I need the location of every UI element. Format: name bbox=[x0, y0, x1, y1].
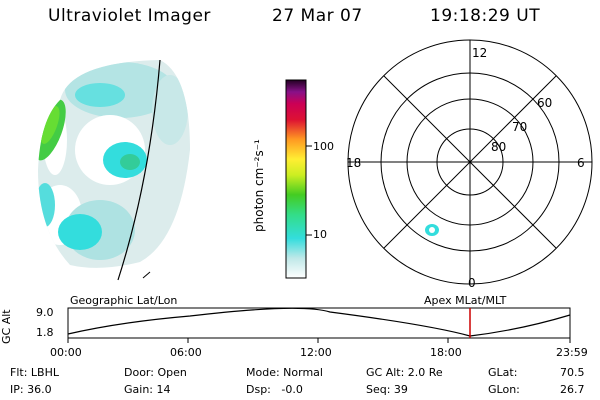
status-mode: Mode: Normal bbox=[246, 366, 323, 379]
mlt-label-0: 0 bbox=[468, 276, 476, 290]
header-date: 27 Mar 07 bbox=[272, 6, 363, 26]
status-gc-alt: GC Alt: 2.0 Re bbox=[366, 366, 443, 379]
orbit-x-ticks bbox=[67, 338, 571, 343]
status-glat-value: 70.5 bbox=[560, 366, 585, 379]
orbit-ylabel: GC Alt bbox=[0, 309, 13, 344]
colorbar-label: photon cm⁻²s⁻¹ bbox=[252, 139, 266, 232]
status-ip: IP: 36.0 bbox=[10, 383, 52, 396]
edge-tick bbox=[142, 271, 151, 279]
lat-label-80: 80 bbox=[491, 140, 507, 154]
status-glon-value: 26.7 bbox=[560, 383, 585, 396]
status-filter: Flt: LBHL bbox=[10, 366, 59, 379]
orbit-y-tick-1.8: 1.8 bbox=[36, 326, 54, 339]
status-gain: Gain: 14 bbox=[124, 383, 171, 396]
aurora-image bbox=[38, 60, 190, 268]
orbit-altitude-line bbox=[67, 307, 571, 337]
status-door: Door: Open bbox=[124, 366, 187, 379]
orbit-x-tick-0000: 00:00 bbox=[50, 346, 82, 359]
lat-label-60: 60 bbox=[537, 96, 553, 110]
lat-label-70: 70 bbox=[512, 120, 528, 134]
orbit-y-tick-9: 9.0 bbox=[36, 306, 54, 319]
mlt-label-18: 18 bbox=[346, 156, 362, 170]
polar-aurora-blob bbox=[425, 224, 439, 236]
status-dsp: Dsp: -0.0 bbox=[246, 383, 303, 396]
terminator-line bbox=[117, 59, 161, 281]
orbit-x-tick-1800: 18:00 bbox=[430, 346, 462, 359]
mlt-label-6: 6 bbox=[577, 156, 585, 170]
orbit-x-tick-0600: 06:00 bbox=[170, 346, 202, 359]
header-time: 19:18:29 UT bbox=[430, 6, 541, 26]
colorbar-tick-label-10: 10 bbox=[313, 228, 327, 241]
mlt-label-12: 12 bbox=[472, 46, 488, 60]
orbit-x-tick-2359: 23:59 bbox=[556, 346, 588, 359]
status-glat-label: GLat: bbox=[488, 366, 518, 379]
status-glon-label: GLon: bbox=[488, 383, 520, 396]
colorbar-tick-label-100: 100 bbox=[313, 140, 334, 153]
polar-grid bbox=[347, 39, 593, 285]
instrument-title: Ultraviolet Imager bbox=[48, 6, 211, 26]
orbit-x-tick-1200: 12:00 bbox=[300, 346, 332, 359]
status-seq: Seq: 39 bbox=[366, 383, 408, 396]
orbit-left-title: Geographic Lat/Lon bbox=[70, 294, 178, 307]
orbit-frame bbox=[67, 307, 571, 339]
colorbar bbox=[285, 79, 307, 279]
orbit-right-title: Apex MLat/MLT bbox=[424, 294, 507, 307]
